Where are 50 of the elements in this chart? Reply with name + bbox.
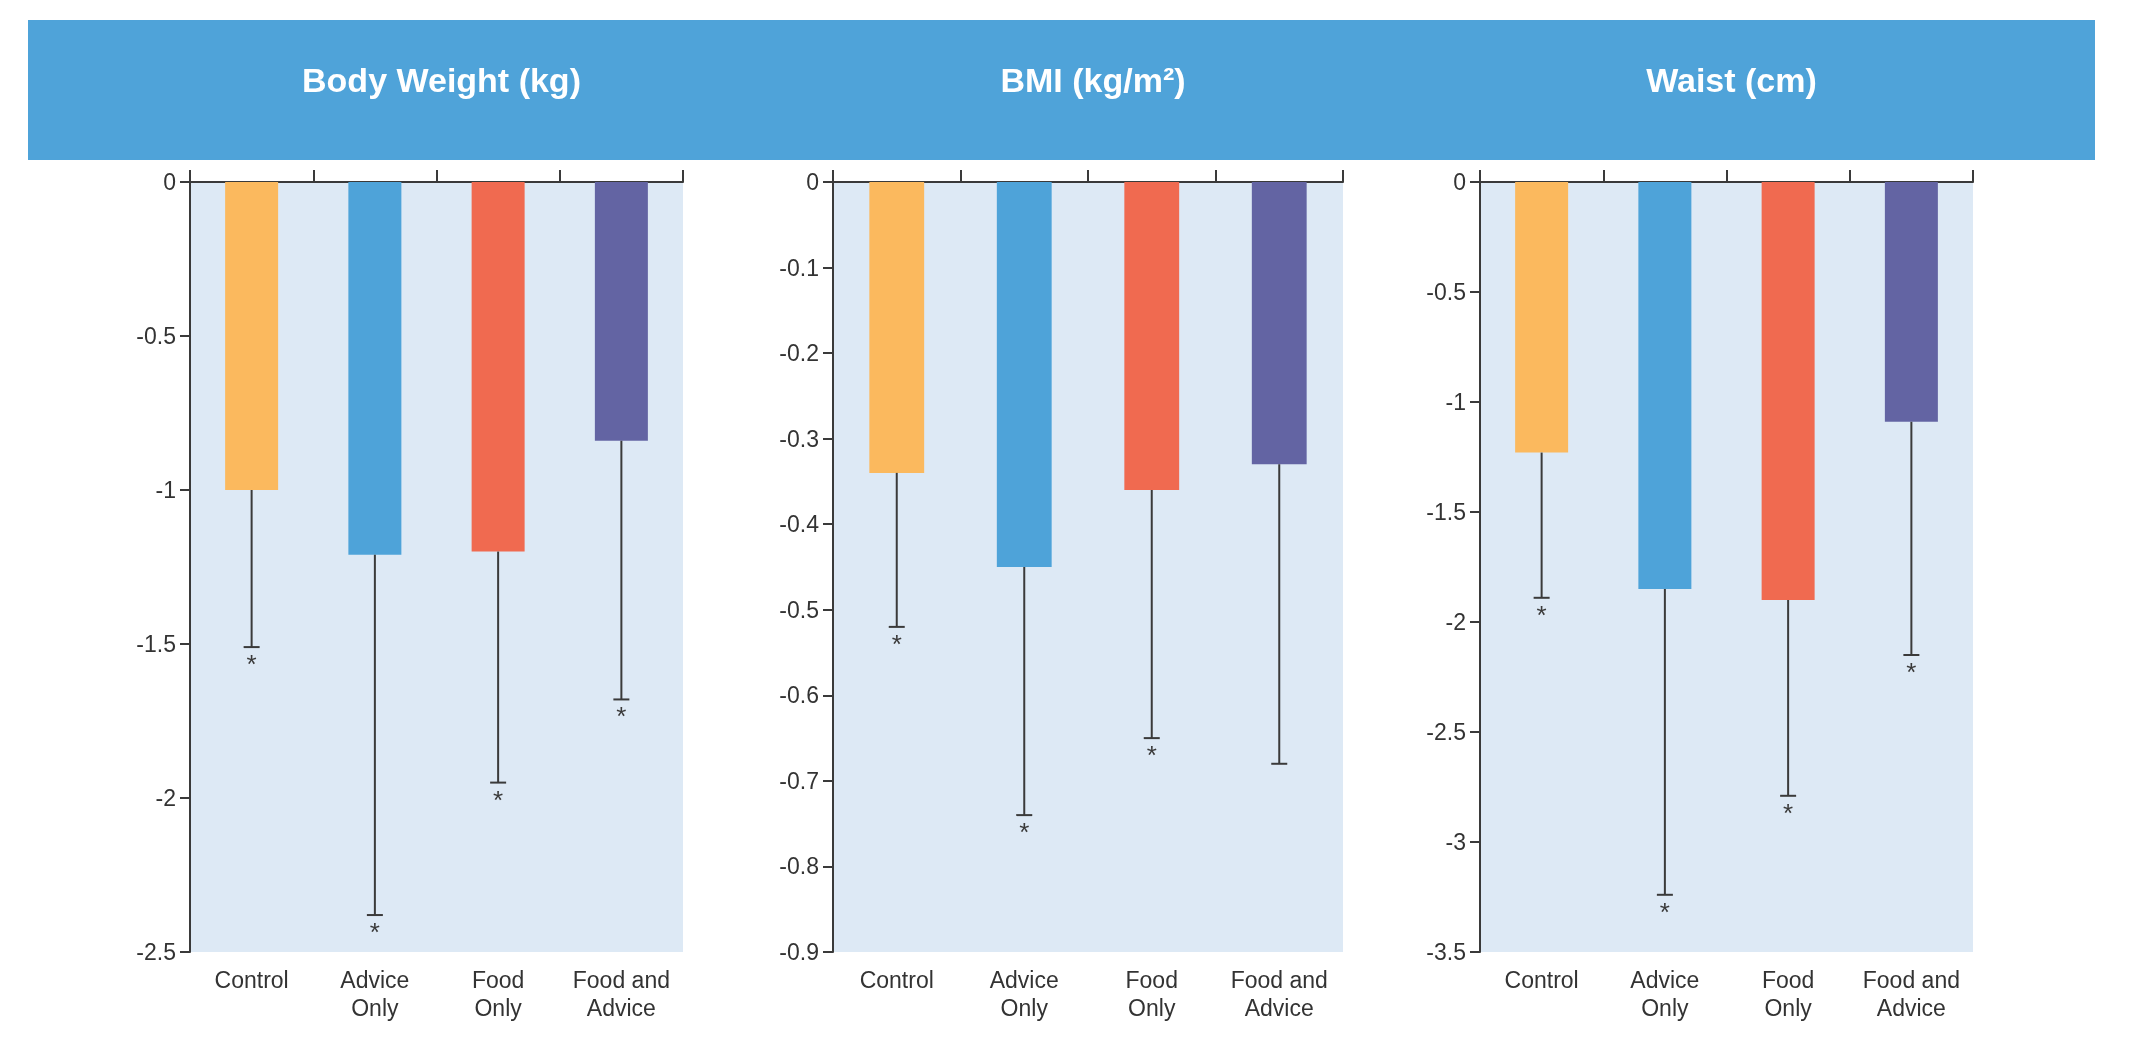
annotation: * [891,628,902,659]
y-tick-label: -0.5 [136,323,176,349]
y-tick-label: -0.5 [779,596,819,623]
annotation: * [493,784,504,815]
y-tick-label: -2.5 [136,939,176,965]
x-tick-label: Advice Only [340,967,410,1021]
chart-title: BMI (kg/m²) [1000,61,1186,99]
y-tick-label: -0.5 [1426,279,1466,305]
x-tick-label: Advice Only [989,967,1059,1021]
y-tick-label: 0 [806,169,819,195]
x-tick-label: Food and Advice [1862,967,1960,1021]
y-tick-label: -2.5 [1426,719,1466,745]
x-tick-label: Food Only [471,967,525,1021]
x-tick-label: Control [859,967,934,993]
chart-title: Body Weight (kg) [302,61,581,99]
x-tick-label: Control [214,967,289,993]
y-tick-label: -1 [1445,389,1466,415]
annotation: * [1659,896,1670,927]
y-tick-label: 0 [1453,169,1466,195]
y-tick-label: -0.4 [779,511,820,538]
y-tick-label: -0.1 [779,254,819,281]
x-tick-label: Advice Only [1630,967,1700,1021]
annotation: * [1906,657,1917,687]
x-tick-label: Food and Advice [572,967,670,1021]
y-tick-label: -2 [155,785,176,811]
y-tick-label: -3.5 [1426,939,1466,965]
y-tick-label: -0.6 [779,682,819,709]
y-tick-label: -1.5 [1426,499,1466,525]
annotation: * [1146,740,1157,771]
annotation: * [1536,599,1547,630]
y-tick-label: -0.2 [779,340,819,367]
annotation: * [1783,797,1794,828]
y-tick-label: -1.5 [136,631,176,657]
y-tick-label: -0.9 [779,939,819,965]
y-tick-label: -0.3 [779,425,819,452]
x-tick-label: Food and Advice [1230,967,1328,1021]
x-tick-label: Control [1504,967,1579,993]
annotation: * [616,701,627,732]
y-tick-label: -0.8 [779,853,819,880]
x-tick-label: Food Only [1125,967,1178,1021]
y-tick-label: 0 [163,169,176,195]
y-tick-label: -3 [1445,829,1466,855]
y-tick-label: -2 [1445,609,1466,635]
annotation: * [1019,817,1030,848]
annotation: * [246,649,257,680]
annotation: * [369,917,380,948]
y-tick-label: -1 [155,477,176,503]
x-tick-label: Food Only [1761,967,1815,1021]
chart-title: Waist (cm) [1646,61,1817,99]
y-tick-label: -0.7 [779,767,819,794]
